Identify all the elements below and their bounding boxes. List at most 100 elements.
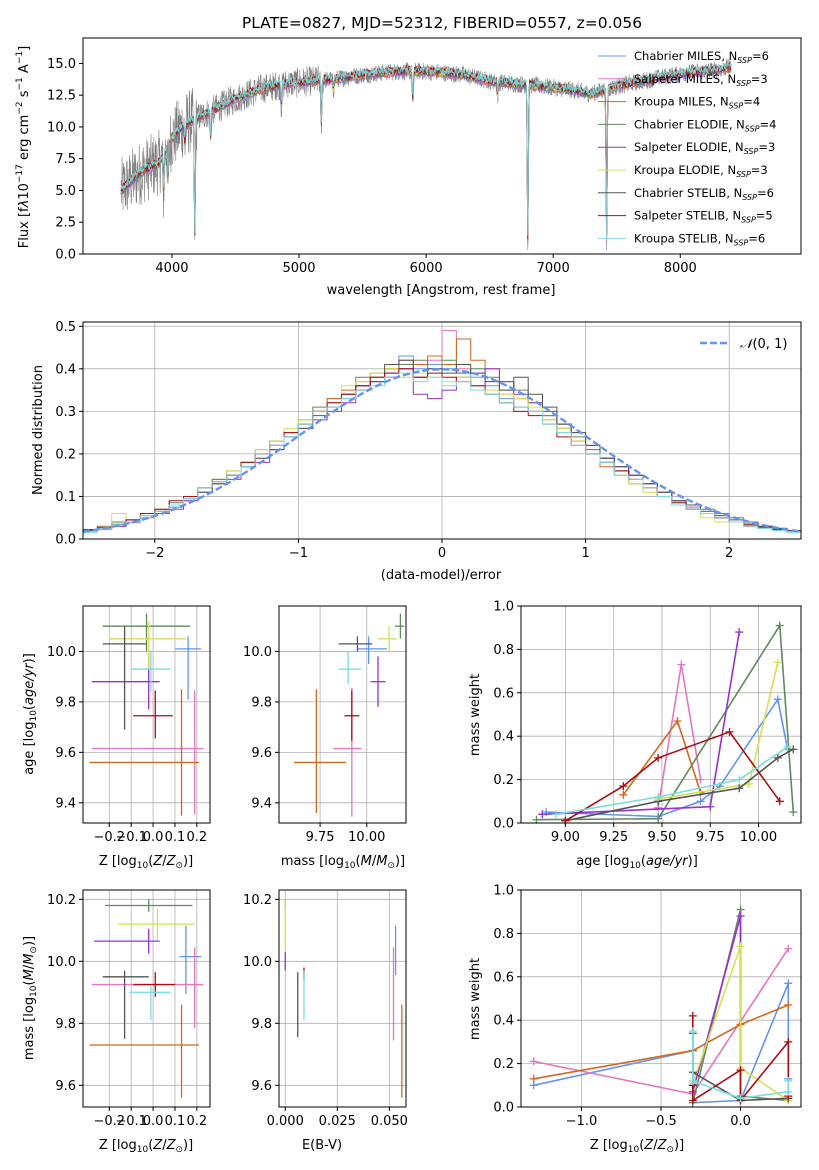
mwAge-xtick-label: 9.75 (696, 830, 725, 845)
ageM-ytick-label: 9.6 (251, 746, 272, 761)
massZ-xtick-label: −0.1 (115, 1114, 147, 1129)
ageZ-xlabel: Z [log10(Z/Z⊙)] (99, 854, 193, 871)
spec-ytick-label: 5.0 (55, 184, 76, 199)
residual-ylabel: Normed distribution (31, 365, 46, 495)
mwAge-xtick-label: 10.00 (740, 830, 777, 845)
massweight-vs-metallicity-panel: Z [log10(Z/Z⊙)] mass weight −1.0 −0.5 0.0 0… (468, 884, 802, 1155)
massweight-point (783, 743, 792, 752)
massweight-point (619, 790, 628, 799)
ageZ-xtick-label: −0.1 (115, 830, 147, 845)
massweight-point (789, 745, 798, 754)
resid-xtick-label: −1 (289, 546, 308, 561)
legend-label: Chabrier STELIB, NSSP=6 (634, 186, 774, 202)
mwAge-frame (520, 605, 802, 824)
massweight-point (619, 782, 628, 791)
mwAge-ytick-label: 0.4 (493, 730, 514, 745)
spec-ytick-label: 12.5 (47, 89, 76, 104)
massZ-xlabel: Z [log10(Z/Z⊙)] (99, 1138, 193, 1155)
massweight-point (736, 912, 745, 921)
spec-frame (82, 37, 802, 255)
massweight-point (673, 717, 682, 726)
ageM-xtick-label: 10.00 (348, 830, 385, 845)
massweight-line (536, 623, 795, 821)
spectrum-panel: PLATE=0827, MJD=52312, FIBERID=0557, z=0… (15, 14, 802, 298)
mwAge-xtick-label: 9.50 (647, 830, 676, 845)
mwAge-ytick-label: 1.0 (493, 600, 514, 615)
legend-label: Kroupa STELIB, NSSP=6 (634, 231, 765, 247)
massE-ytick-label: 10.2 (243, 893, 272, 908)
residual-histogram (83, 372, 801, 534)
ageZ-xtick-label: −0.2 (93, 830, 125, 845)
ageM-frame (278, 605, 407, 824)
mwAge-ytick-label: 0.0 (493, 817, 514, 832)
massE-axes: 0.000 0.025 0.050 9.6 9.8 10.0 10.2 (243, 889, 408, 1129)
massweight-point (784, 1001, 793, 1010)
age-vs-mass-panel: mass [log10(M/M⊙)] 9.75 10.00 9.4 9.6 9.8 10.… (243, 605, 407, 871)
massZ-xtick-label: −0.2 (93, 1114, 125, 1129)
resid-ytick-label: 0.5 (55, 320, 76, 335)
massweight-point (529, 1057, 538, 1066)
spectrum-title: PLATE=0827, MJD=52312, FIBERID=0557, z=0… (242, 14, 642, 32)
massweight-point (532, 815, 541, 824)
resid-ytick-label: 0.4 (55, 362, 76, 377)
legend-label: Salpeter ELODIE, NSSP=3 (634, 140, 775, 156)
mwAge-ytick-label: 0.2 (493, 773, 514, 788)
massweight-point (696, 797, 705, 806)
spec-xtick-label: 8000 (664, 261, 697, 276)
spec-ytick-label: 15.0 (47, 57, 76, 72)
spec-ytick-label: 0.0 (55, 248, 76, 263)
massweight-point (688, 1096, 697, 1105)
ageZ-axes: −0.2−0.10.0 0.1 0.2 9.4 9.6 9.8 10.0 (47, 605, 211, 845)
spec-xtick-label: 4000 (155, 261, 188, 276)
ageM-xtick-label: 9.75 (306, 830, 335, 845)
massZ-axes: −0.2−0.10.0 0.1 0.2 9.6 9.8 10.0 10.2 (47, 889, 211, 1129)
ageM-ytick-label: 10.0 (243, 645, 272, 660)
massweight-point (529, 1074, 538, 1083)
mwAge-axes: 9.00 9.25 9.50 9.75 10.00 0.0 0.2 0.4 0.6 0.8 1.0 (493, 600, 802, 845)
massweight-point (775, 621, 784, 630)
massE-xtick-label: 0.025 (319, 1114, 356, 1129)
mwAge-ytick-label: 0.6 (493, 686, 514, 701)
spec-xtick-label: 5000 (282, 261, 315, 276)
ageZ-marks (89, 613, 204, 816)
massweight-point (773, 753, 782, 762)
legend-label: Salpeter MILES, NSSP=3 (634, 72, 768, 88)
residual-histogram (83, 359, 801, 531)
mwAge-xlabel: age [log10(age/yr)] (576, 854, 698, 871)
massweight-line (533, 1004, 789, 1080)
massE-xlabel: E(B-V) (302, 1138, 342, 1153)
legend-label: Chabrier ELODIE, NSSP=4 (634, 117, 776, 133)
massweight-point (551, 810, 560, 819)
mass-vs-metallicity-panel: Z [log10(Z/Z⊙)] mass [log10(M/M⊙)] −0.2−… (22, 889, 211, 1155)
mwAge-ylabel: mass weight (468, 674, 483, 756)
ageZ-grid (83, 606, 210, 823)
mwZ-ytick-label: 0.2 (493, 1057, 514, 1072)
massweight-point (538, 810, 547, 819)
spec-xtick-label: 6000 (410, 261, 443, 276)
massZ-ytick-label: 10.2 (47, 893, 76, 908)
mwZ-ytick-label: 0.8 (493, 927, 514, 942)
massweight-point (784, 944, 793, 953)
massE-frame (278, 889, 407, 1108)
resid-ytick-label: 0.0 (55, 533, 76, 548)
age-vs-metallicity-panel: Z [log10(Z/Z⊙)] age [log10(age/yr)] −0.2… (22, 605, 211, 871)
ageZ-xtick-label: 0.0 (143, 830, 164, 845)
massE-marks (284, 899, 403, 1098)
ageZ-ytick-label: 9.6 (55, 746, 76, 761)
ageZ-xtick-label: 0.1 (165, 830, 186, 845)
resid-ytick-label: 0.1 (55, 490, 76, 505)
resid-ytick-label: 0.3 (55, 405, 76, 420)
massZ-xtick-label: 0.0 (143, 1114, 164, 1129)
resid-xtick-label: 2 (725, 546, 733, 561)
mwZ-axes: −1.0 −0.5 0.0 0.0 0.2 0.4 0.6 0.8 1.0 (493, 884, 802, 1129)
ageZ-ylabel: age [log10(age/yr)] (22, 653, 39, 775)
massE-ytick-label: 9.6 (251, 1079, 272, 1094)
spec-xtick-label: 7000 (537, 261, 570, 276)
ageM-ytick-label: 9.4 (251, 796, 272, 811)
massZ-ytick-label: 9.6 (55, 1079, 76, 1094)
massweight-point (775, 797, 784, 806)
residual-marks (82, 330, 802, 534)
mwZ-ytick-label: 0.0 (493, 1101, 514, 1116)
ageM-xlabel: mass [log10(M/M⊙)] (281, 854, 405, 871)
